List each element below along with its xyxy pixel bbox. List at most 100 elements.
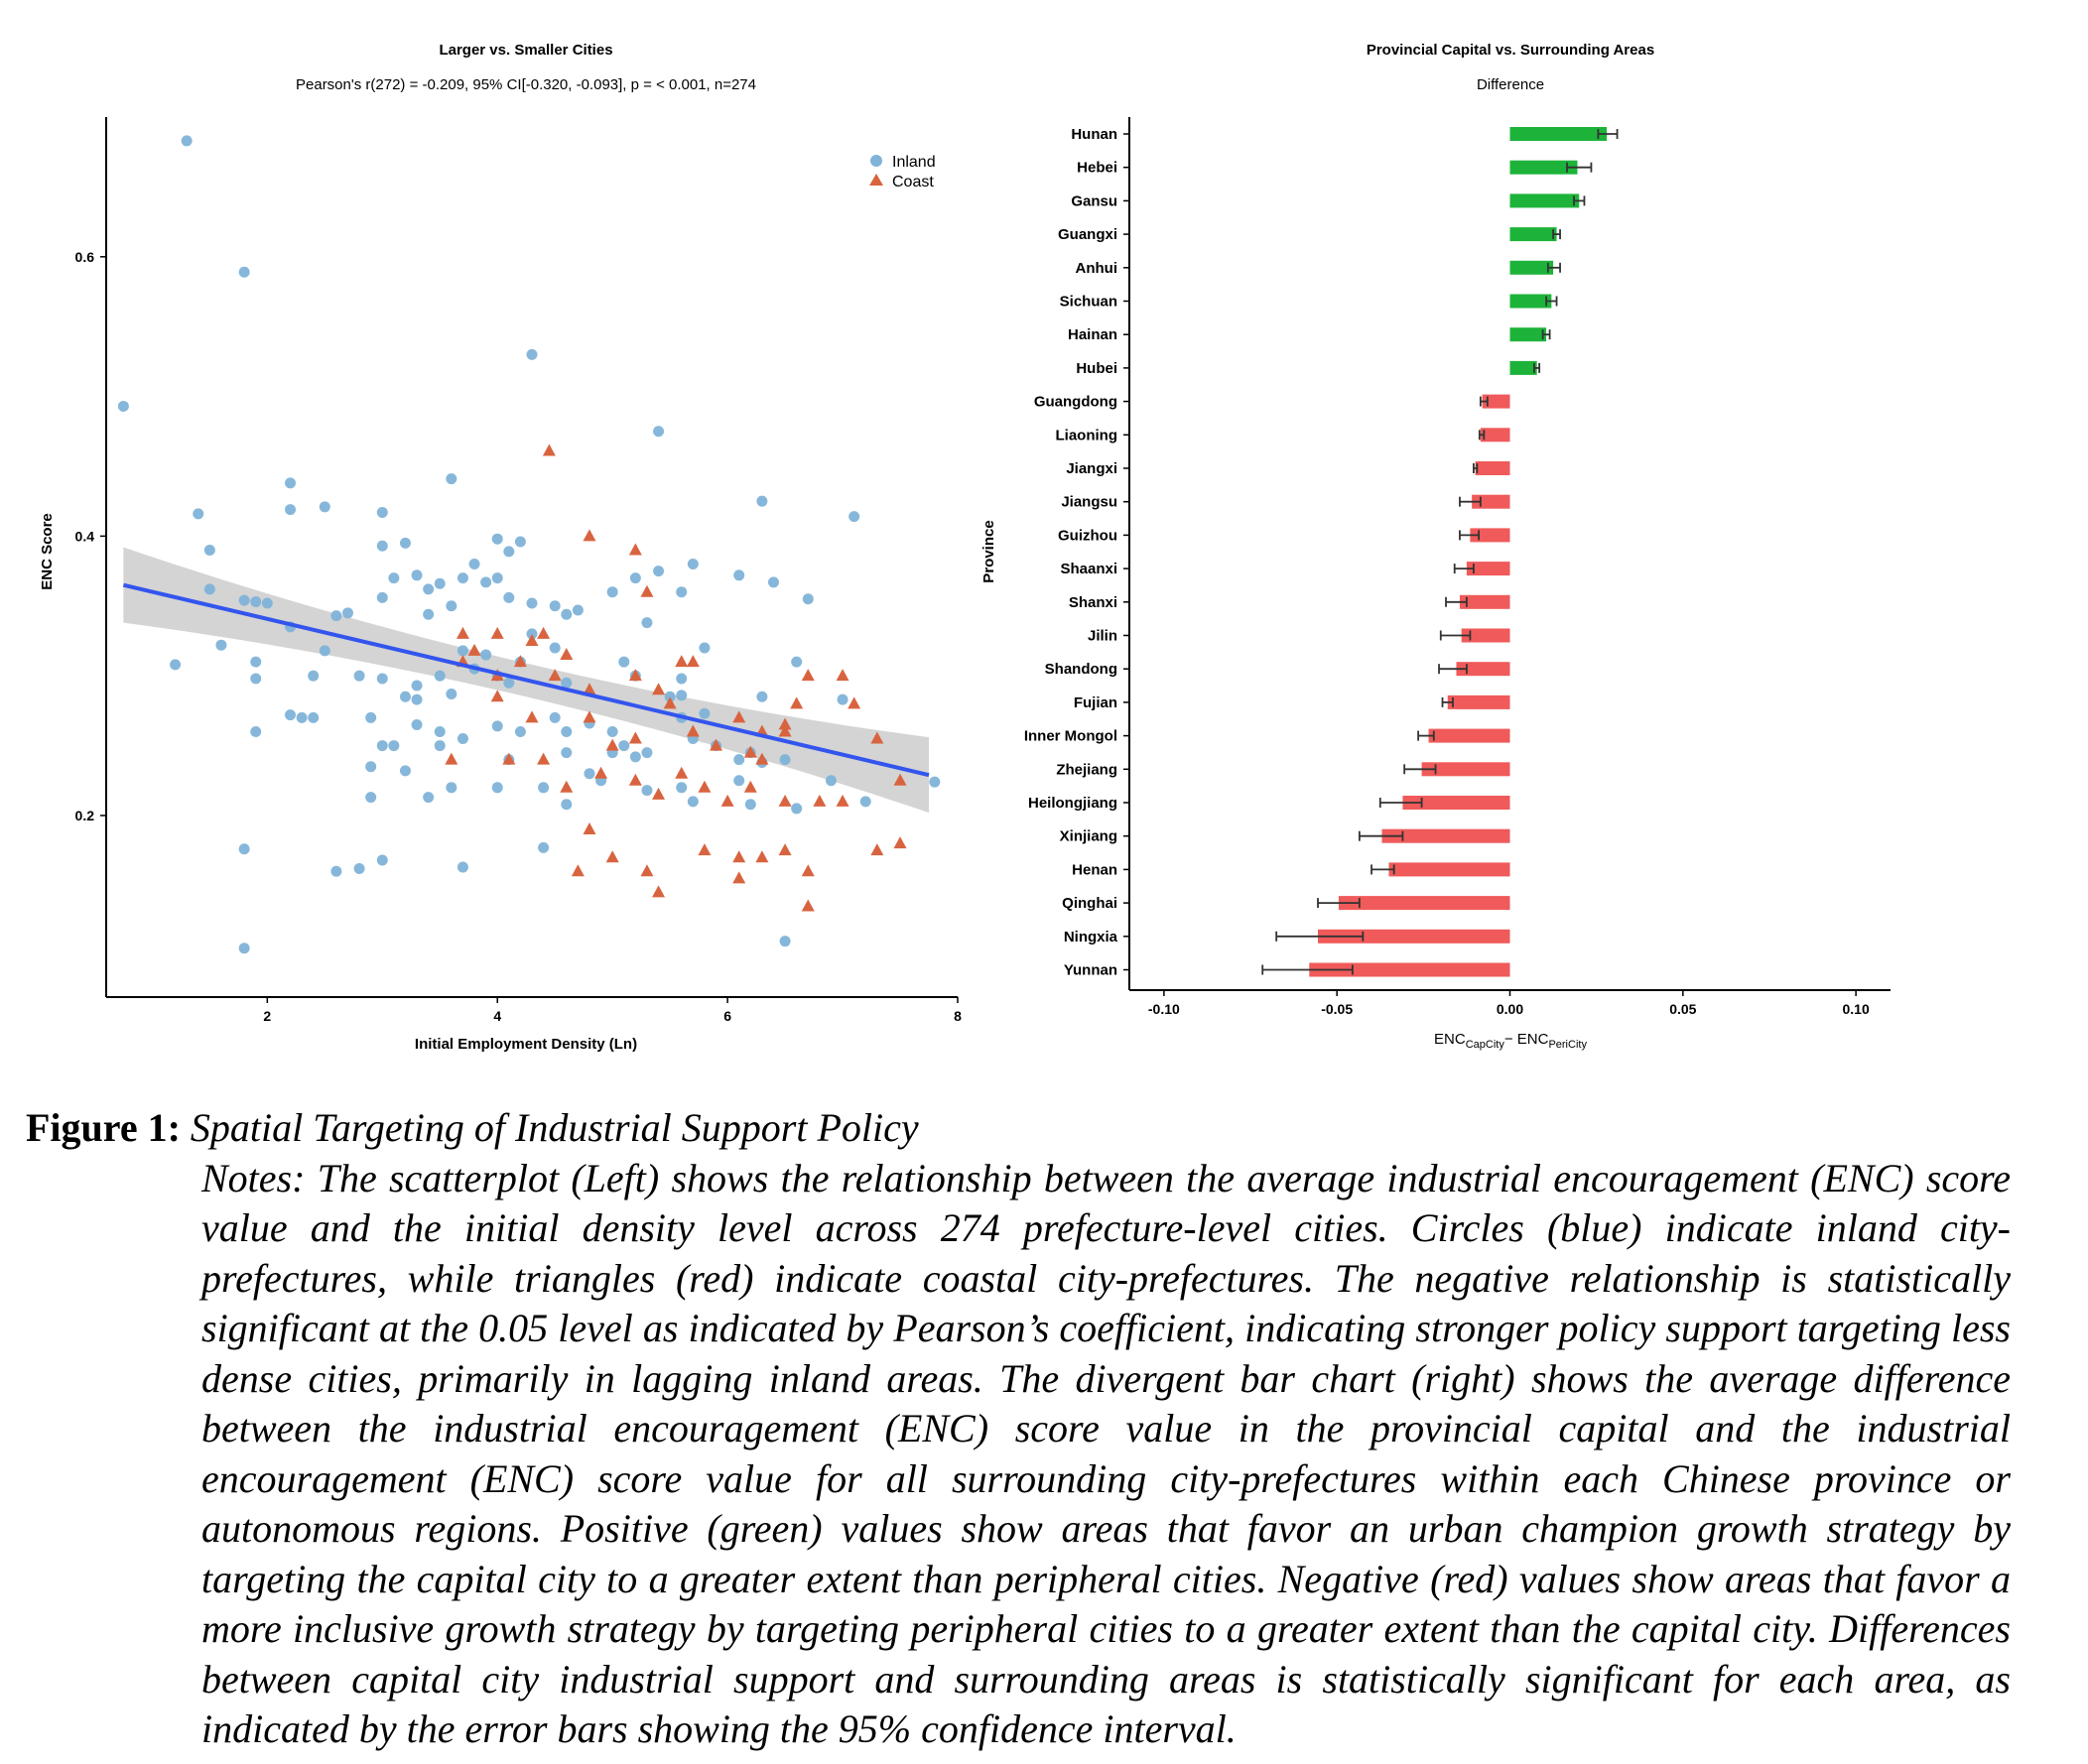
coast-point <box>698 780 712 793</box>
inland-point <box>641 617 653 629</box>
coast-point <box>848 696 861 709</box>
inland-point <box>514 725 526 737</box>
inland-point <box>411 569 423 581</box>
inland-point <box>491 572 503 584</box>
inland-point <box>203 544 215 556</box>
bar-marks <box>1261 127 1619 977</box>
inland-point <box>446 782 457 794</box>
coast-point <box>732 710 746 723</box>
inland-point <box>802 593 814 605</box>
coast-point <box>445 752 458 765</box>
inland-point <box>330 610 342 622</box>
coast-point <box>755 850 769 863</box>
inland-point <box>203 583 215 595</box>
province-label: Hebei <box>1077 160 1117 177</box>
bar-heilongjiang <box>1402 796 1510 810</box>
inland-point <box>376 540 388 552</box>
bar-x-tick-label: -0.05 <box>1321 1001 1353 1017</box>
inland-point <box>526 597 538 609</box>
inland-point <box>538 782 550 794</box>
inland-point <box>457 733 468 745</box>
inland-point <box>629 751 641 763</box>
inland-point <box>549 642 561 654</box>
bar-yunnan <box>1309 962 1510 977</box>
scatter-xlabel: Initial Employment Density (Ln) <box>415 1036 637 1053</box>
inland-point <box>733 775 745 787</box>
inland-point <box>848 511 860 523</box>
bar-x-tick-label: 0.05 <box>1669 1001 1696 1017</box>
bar-x-tick-label: 0.00 <box>1497 1001 1523 1017</box>
coast-point <box>755 752 769 765</box>
inland-point <box>319 501 330 513</box>
inland-point <box>561 747 573 759</box>
inland-point <box>261 597 273 609</box>
inland-point <box>791 803 803 815</box>
scatter-title: Larger vs. Smaller Cities <box>439 42 612 59</box>
inland-point <box>423 792 435 804</box>
legend-coast-label: Coast <box>892 174 934 190</box>
inland-point <box>664 691 676 702</box>
inland-point <box>791 656 803 668</box>
coast-point <box>502 752 516 765</box>
coast-point <box>628 731 642 744</box>
inland-point <box>376 673 388 685</box>
inland-point <box>181 135 193 147</box>
bar-xlabel-main: ENC <box>1434 1031 1466 1048</box>
inland-point <box>779 936 791 947</box>
coast-point <box>594 766 608 779</box>
province-label: Liaoning <box>1056 427 1118 443</box>
coast-point <box>801 864 815 877</box>
inland-point <box>676 673 688 685</box>
bar-guangxi <box>1509 227 1557 242</box>
scatter-points <box>117 135 941 954</box>
province-label: Guangdong <box>1034 394 1117 411</box>
inland-point <box>457 861 468 873</box>
inland-point <box>457 645 468 657</box>
bar-subtitle: Difference <box>1477 76 1544 93</box>
bar-hainan <box>1509 327 1547 342</box>
inland-point <box>503 591 515 603</box>
province-label: Inner Mongol <box>1024 728 1117 745</box>
coast-point <box>893 773 907 786</box>
inland-point <box>480 576 492 588</box>
inland-point <box>514 536 526 548</box>
figure-svg: Larger vs. Smaller Cities Pearson's r(27… <box>39 42 1891 1053</box>
inland-point <box>193 508 204 520</box>
inland-point <box>411 680 423 692</box>
inland-point <box>399 537 411 549</box>
inland-point <box>434 725 446 737</box>
province-label: Zhejiang <box>1056 761 1117 778</box>
coast-point <box>732 871 746 884</box>
coast-point <box>893 836 907 849</box>
inland-point <box>319 645 330 657</box>
legend-inland-label: Inland <box>892 154 936 171</box>
inland-point <box>676 782 688 794</box>
caption-label: Figure 1: <box>26 1105 181 1150</box>
bar-guangdong <box>1482 394 1510 409</box>
coast-point <box>698 843 712 856</box>
province-label: Xinjiang <box>1060 828 1117 845</box>
scatter-legend: Inland Coast <box>869 154 936 190</box>
inland-point <box>434 577 446 589</box>
inland-point <box>285 709 297 721</box>
inland-point <box>457 572 468 584</box>
inland-point <box>837 693 848 705</box>
coast-point <box>548 669 562 682</box>
inland-point <box>250 725 262 737</box>
coast-point <box>652 683 666 695</box>
inland-point <box>491 533 503 545</box>
scatter-panel: Larger vs. Smaller Cities Pearson's r(27… <box>39 42 962 1053</box>
coast-point <box>571 864 585 877</box>
coast-point <box>628 669 642 682</box>
coast-point <box>790 696 804 709</box>
inland-point <box>434 670 446 682</box>
bar-jiangxi <box>1475 461 1510 475</box>
inland-point <box>365 792 377 804</box>
inland-point <box>341 607 353 619</box>
coast-point <box>813 794 827 807</box>
coast-point <box>778 717 792 730</box>
coast-point <box>675 766 689 779</box>
bar-fujian <box>1447 694 1510 709</box>
legend-coast-marker <box>869 174 883 186</box>
inland-point <box>376 740 388 752</box>
